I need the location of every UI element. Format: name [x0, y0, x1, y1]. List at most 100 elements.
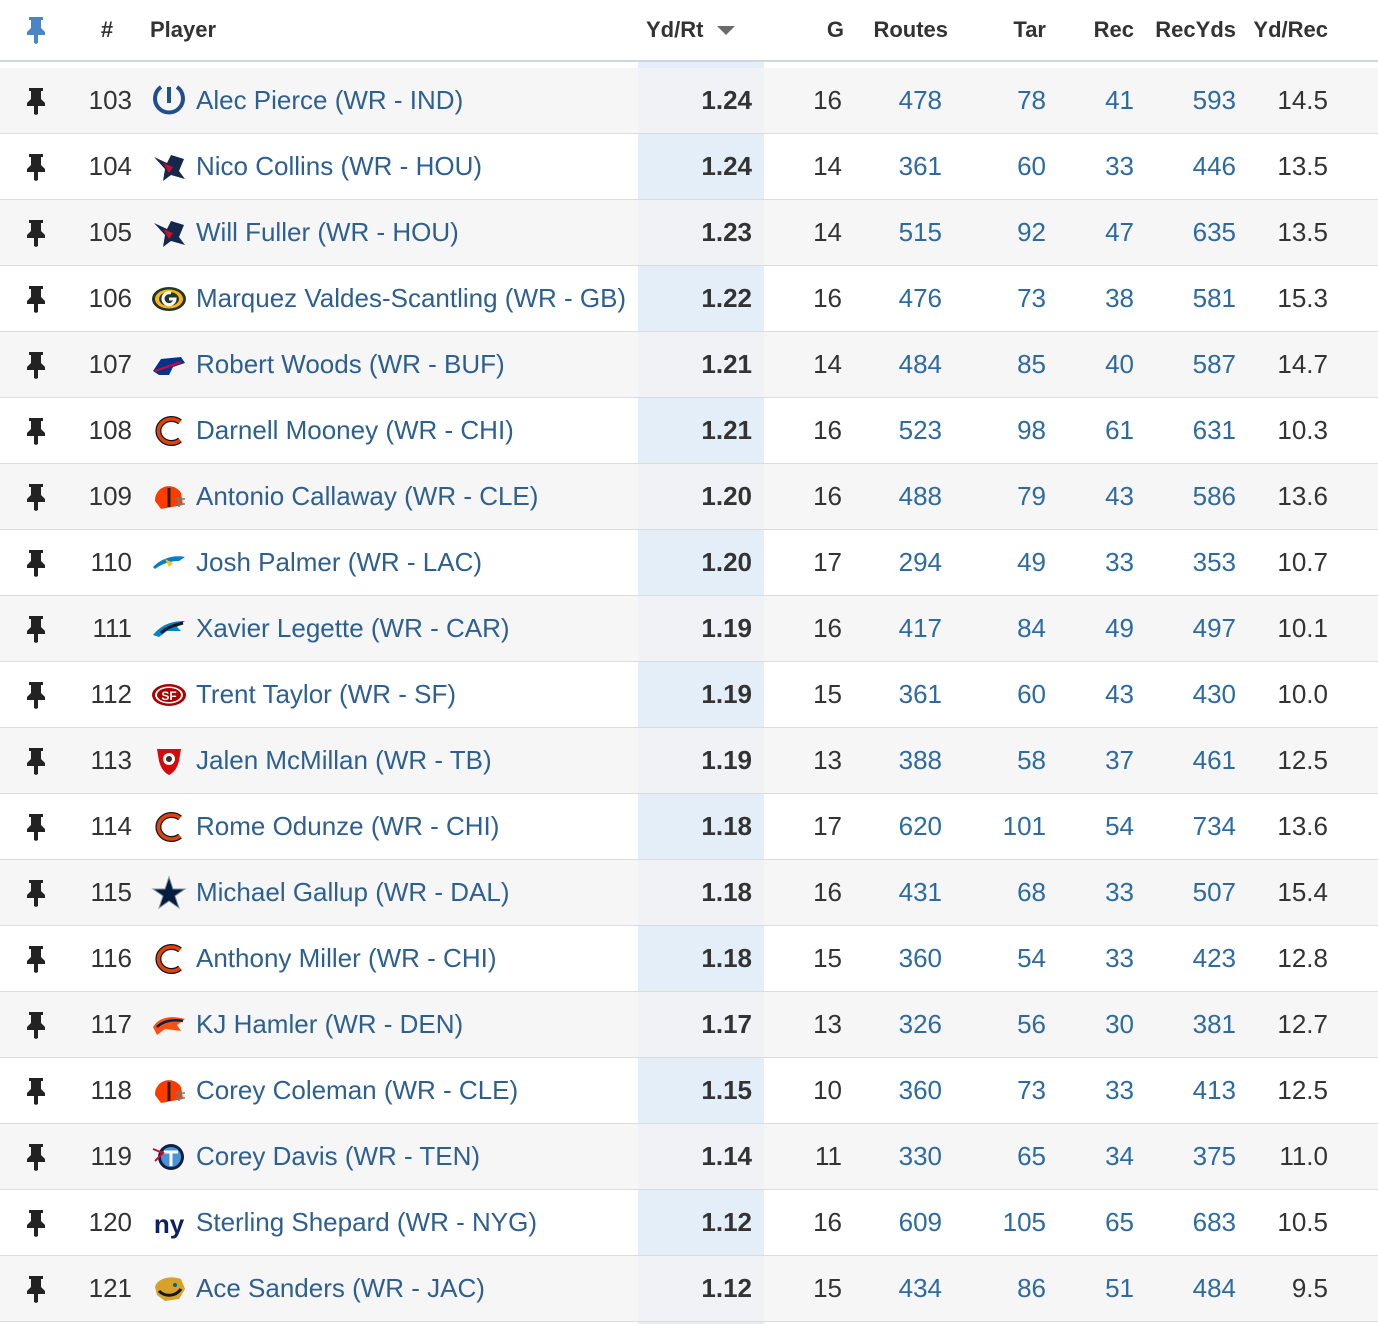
recyds-cell[interactable]: 353	[1192, 547, 1236, 577]
routes-cell[interactable]: 515	[898, 217, 942, 247]
header-ydrt-label[interactable]: Yd/Rt	[646, 17, 704, 42]
header-rank[interactable]: #	[100, 17, 114, 42]
routes-cell[interactable]: 330	[898, 1141, 942, 1171]
receptions-cell[interactable]: 34	[1105, 1141, 1134, 1171]
player-link[interactable]: Alec Pierce (WR - IND)	[196, 85, 464, 115]
targets-cell[interactable]: 98	[1017, 415, 1046, 445]
pin-icon[interactable]	[26, 153, 46, 181]
receptions-cell[interactable]: 33	[1105, 547, 1134, 577]
recyds-cell[interactable]: 413	[1192, 1075, 1236, 1105]
pin-icon[interactable]	[26, 1143, 46, 1171]
pin-icon[interactable]	[26, 747, 46, 775]
pin-icon[interactable]	[26, 879, 46, 907]
pin-button[interactable]	[18, 926, 54, 991]
player-link[interactable]: Sterling Shepard (WR - NYG)	[196, 1207, 537, 1237]
pin-button[interactable]	[18, 134, 54, 199]
pin-icon[interactable]	[26, 1011, 46, 1039]
targets-cell[interactable]: 78	[1017, 85, 1046, 115]
pin-button[interactable]	[18, 860, 54, 925]
pin-icon[interactable]	[26, 351, 46, 379]
player-link[interactable]: Anthony Miller (WR - CHI)	[196, 943, 497, 973]
receptions-cell[interactable]: 43	[1105, 679, 1134, 709]
receptions-cell[interactable]: 51	[1105, 1273, 1134, 1303]
pin-icon[interactable]	[26, 945, 46, 973]
routes-cell[interactable]: 523	[898, 415, 942, 445]
receptions-cell[interactable]: 54	[1105, 811, 1134, 841]
recyds-cell[interactable]: 631	[1192, 415, 1236, 445]
targets-cell[interactable]: 86	[1017, 1273, 1046, 1303]
pin-button[interactable]	[18, 332, 54, 397]
routes-cell[interactable]: 388	[898, 745, 942, 775]
player-link[interactable]: Rome Odunze (WR - CHI)	[196, 811, 500, 841]
receptions-cell[interactable]: 40	[1105, 349, 1134, 379]
pin-icon[interactable]	[26, 417, 46, 445]
sort-desc-icon[interactable]	[717, 25, 736, 35]
receptions-cell[interactable]: 61	[1105, 415, 1134, 445]
receptions-cell[interactable]: 33	[1105, 151, 1134, 181]
player-link[interactable]: Nico Collins (WR - HOU)	[196, 151, 482, 181]
routes-cell[interactable]: 478	[898, 85, 942, 115]
pin-icon[interactable]	[26, 681, 46, 709]
header-tar[interactable]: Tar	[1013, 17, 1046, 42]
recyds-cell[interactable]: 734	[1192, 811, 1236, 841]
player-link[interactable]: Jalen McMillan (WR - TB)	[196, 745, 492, 775]
routes-cell[interactable]: 361	[898, 679, 942, 709]
pin-column-header[interactable]	[18, 0, 54, 60]
pin-button[interactable]	[18, 1058, 54, 1123]
routes-cell[interactable]: 360	[898, 943, 942, 973]
player-link[interactable]: Darnell Mooney (WR - CHI)	[196, 415, 514, 445]
receptions-cell[interactable]: 65	[1105, 1207, 1134, 1237]
receptions-cell[interactable]: 38	[1105, 283, 1134, 313]
pin-button[interactable]	[18, 992, 54, 1057]
pin-icon[interactable]	[26, 1077, 46, 1105]
targets-cell[interactable]: 60	[1017, 151, 1046, 181]
recyds-cell[interactable]: 461	[1192, 745, 1236, 775]
routes-cell[interactable]: 434	[898, 1273, 942, 1303]
receptions-cell[interactable]: 33	[1105, 1075, 1134, 1105]
player-link[interactable]: Antonio Callaway (WR - CLE)	[196, 481, 539, 511]
pin-button[interactable]	[18, 794, 54, 859]
routes-cell[interactable]: 620	[898, 811, 942, 841]
pin-button[interactable]	[18, 1256, 54, 1321]
header-rec[interactable]: Rec	[1093, 17, 1134, 42]
header-g[interactable]: G	[826, 17, 844, 42]
recyds-cell[interactable]: 484	[1192, 1273, 1236, 1303]
player-link[interactable]: Corey Davis (WR - TEN)	[196, 1141, 481, 1171]
targets-cell[interactable]: 92	[1017, 217, 1046, 247]
receptions-cell[interactable]: 33	[1105, 943, 1134, 973]
routes-cell[interactable]: 360	[898, 1075, 942, 1105]
targets-cell[interactable]: 49	[1017, 547, 1046, 577]
targets-cell[interactable]: 54	[1017, 943, 1046, 973]
player-link[interactable]: Michael Gallup (WR - DAL)	[196, 877, 510, 907]
player-link[interactable]: Ace Sanders (WR - JAC)	[196, 1273, 485, 1303]
recyds-cell[interactable]: 423	[1192, 943, 1236, 973]
recyds-cell[interactable]: 375	[1192, 1141, 1236, 1171]
receptions-cell[interactable]: 30	[1105, 1009, 1134, 1039]
targets-cell[interactable]: 85	[1017, 349, 1046, 379]
pin-button[interactable]	[18, 728, 54, 793]
player-link[interactable]: KJ Hamler (WR - DEN)	[196, 1009, 464, 1039]
targets-cell[interactable]: 60	[1017, 679, 1046, 709]
routes-cell[interactable]: 476	[898, 283, 942, 313]
pin-icon[interactable]	[26, 615, 46, 643]
targets-cell[interactable]: 105	[1002, 1207, 1046, 1237]
recyds-cell[interactable]: 683	[1192, 1207, 1236, 1237]
targets-cell[interactable]: 73	[1017, 283, 1046, 313]
header-recyds[interactable]: RecYds	[1155, 17, 1236, 42]
player-link[interactable]: Robert Woods (WR - BUF)	[196, 349, 505, 379]
pin-icon[interactable]	[26, 285, 46, 313]
header-routes[interactable]: Routes	[873, 17, 948, 42]
player-link[interactable]: Corey Coleman (WR - CLE)	[196, 1075, 519, 1105]
pin-button[interactable]	[18, 68, 54, 133]
player-link[interactable]: Josh Palmer (WR - LAC)	[196, 547, 483, 577]
routes-cell[interactable]: 361	[898, 151, 942, 181]
recyds-cell[interactable]: 593	[1192, 85, 1236, 115]
pin-button[interactable]	[18, 200, 54, 265]
pin-icon[interactable]	[26, 87, 46, 115]
routes-cell[interactable]: 484	[898, 349, 942, 379]
header-ydrt[interactable]: Yd/Rt	[638, 0, 760, 60]
header-ydrec[interactable]: Yd/Rec	[1253, 17, 1328, 42]
targets-cell[interactable]: 65	[1017, 1141, 1046, 1171]
recyds-cell[interactable]: 497	[1192, 613, 1236, 643]
header-player[interactable]: Player	[150, 17, 217, 42]
